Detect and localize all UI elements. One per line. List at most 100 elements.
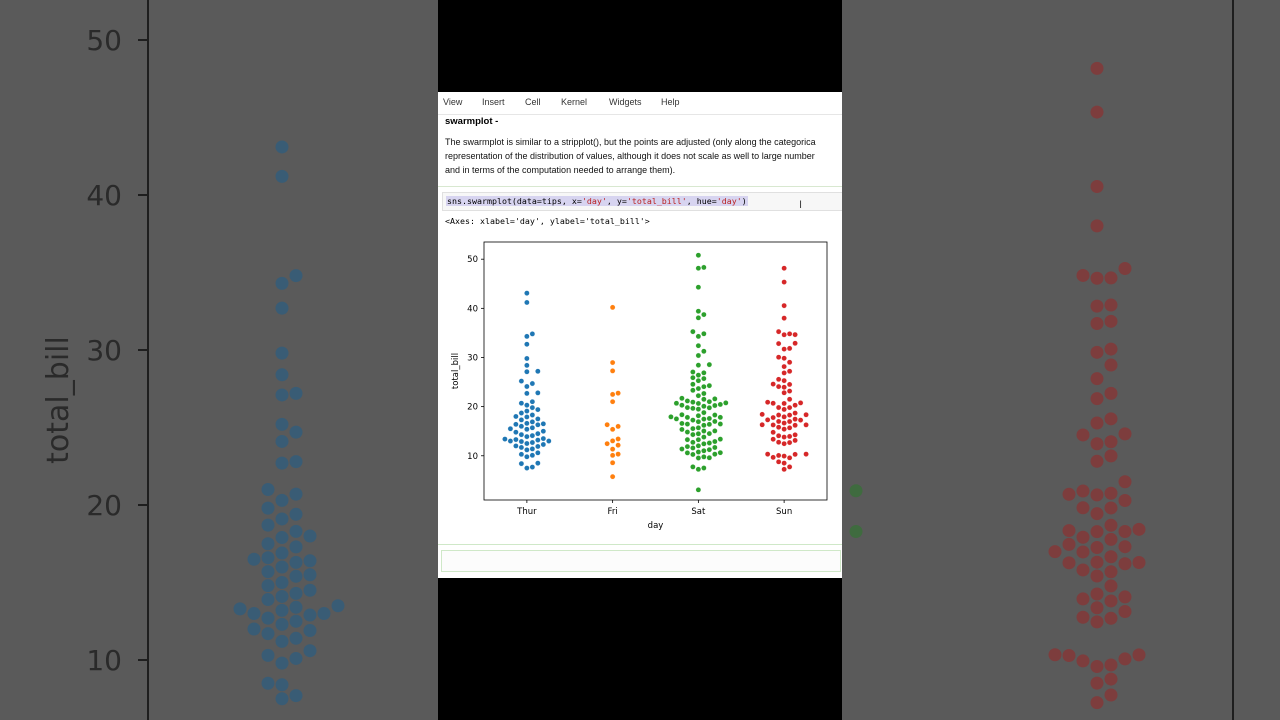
data-point-thur xyxy=(524,453,530,460)
cell-divider xyxy=(438,544,842,545)
background-point xyxy=(275,531,289,545)
data-point-sun xyxy=(792,437,798,444)
menu-kernel[interactable]: Kernel xyxy=(561,97,588,107)
data-point-sun xyxy=(775,354,782,360)
data-point-thur xyxy=(529,419,536,425)
data-point-sat xyxy=(712,428,718,434)
text-cursor-icon: I xyxy=(799,199,803,211)
data-point-sun xyxy=(781,355,787,362)
data-point-thur xyxy=(502,436,508,442)
data-point-sat xyxy=(684,429,691,435)
background-point xyxy=(1104,314,1118,328)
data-point-sun xyxy=(781,400,787,407)
data-point-thur xyxy=(535,430,541,437)
video-frame: View Insert Cell Kernel Widgets Help swa… xyxy=(438,0,842,720)
data-point-sat xyxy=(701,370,707,376)
data-point-sat xyxy=(701,441,707,447)
x-tick-label: Thur xyxy=(516,507,537,517)
background-point xyxy=(1090,299,1104,313)
data-point-sun xyxy=(770,436,776,443)
data-point-thur xyxy=(535,422,541,428)
data-point-thur xyxy=(524,420,530,427)
background-point xyxy=(1104,271,1118,285)
data-point-thur xyxy=(535,406,541,413)
menu-insert[interactable]: Insert xyxy=(482,97,505,107)
y-tick-label: 50 xyxy=(467,255,478,265)
menu-view[interactable]: View xyxy=(443,97,463,107)
background-point xyxy=(289,507,303,521)
background-point xyxy=(261,593,275,607)
empty-code-cell[interactable] xyxy=(441,550,841,572)
background-point xyxy=(1090,555,1104,569)
data-point-sat xyxy=(701,403,707,410)
code-cell[interactable]: sns.swarmplot(data=tips, x='day', y='tot… xyxy=(442,192,842,211)
data-point-sat xyxy=(673,416,680,422)
background-point xyxy=(261,627,275,641)
background-point xyxy=(1104,358,1118,372)
data-point-fri xyxy=(615,390,621,396)
data-point-sun xyxy=(775,439,782,446)
data-point-sat xyxy=(695,400,702,407)
data-point-thur xyxy=(535,416,541,422)
menu-widgets[interactable]: Widgets xyxy=(609,97,642,107)
background-point xyxy=(1104,449,1118,463)
background-point xyxy=(303,568,317,582)
x-tick-label: Sun xyxy=(776,507,792,517)
data-point-sun xyxy=(775,376,782,383)
data-point-sat xyxy=(701,465,707,471)
data-point-thur xyxy=(524,426,530,433)
background-point xyxy=(275,493,289,507)
data-point-sat xyxy=(701,348,707,355)
background-point xyxy=(1076,428,1090,442)
data-point-sun xyxy=(781,346,787,352)
data-point-sat xyxy=(706,382,713,389)
background-point xyxy=(247,552,261,566)
data-point-thur xyxy=(513,421,519,428)
data-point-sun xyxy=(786,412,793,418)
background-point xyxy=(1076,530,1090,544)
data-point-thur xyxy=(529,331,536,337)
background-point xyxy=(1118,427,1132,441)
background-point xyxy=(1076,545,1090,559)
background-point xyxy=(1104,565,1118,579)
data-point-sat xyxy=(701,390,707,397)
background-point xyxy=(1076,592,1090,606)
background-point xyxy=(1104,435,1118,449)
data-point-sun xyxy=(792,416,798,422)
background-point xyxy=(275,456,289,470)
data-point-sat xyxy=(695,342,702,349)
background-point xyxy=(261,676,275,690)
data-point-sun xyxy=(781,384,787,391)
data-point-sun xyxy=(775,424,782,431)
data-point-thur xyxy=(513,443,519,449)
background-point xyxy=(1118,557,1132,571)
background-point xyxy=(1062,537,1076,551)
menu-cell[interactable]: Cell xyxy=(525,97,541,107)
menu-bar: View Insert Cell Kernel Widgets Help xyxy=(438,92,842,115)
background-point xyxy=(1048,648,1062,662)
data-point-sat xyxy=(701,383,707,390)
data-point-sun xyxy=(786,418,793,425)
data-point-sat xyxy=(695,352,702,359)
background-point xyxy=(275,417,289,431)
background-point xyxy=(1104,672,1118,686)
background-point xyxy=(1104,386,1118,400)
background-point xyxy=(1062,649,1076,663)
markdown-cell: swarmplot - The swarmplot is similar to … xyxy=(445,116,842,175)
x-axis-label: day xyxy=(648,521,664,531)
y-axis-label: total_bill xyxy=(451,353,461,389)
data-point-thur xyxy=(524,390,530,397)
data-point-sun xyxy=(786,433,793,440)
menu-help[interactable]: Help xyxy=(661,97,680,107)
data-point-sun xyxy=(770,381,776,387)
data-point-sun xyxy=(781,453,787,459)
background-point xyxy=(1118,590,1132,604)
code-input[interactable]: sns.swarmplot(data=tips, x='day', y='tot… xyxy=(446,196,748,206)
background-point xyxy=(1090,540,1104,554)
data-point-thur xyxy=(524,433,530,440)
data-point-thur xyxy=(518,444,525,451)
data-point-fri xyxy=(609,398,616,405)
data-point-sat xyxy=(701,447,707,454)
background-point xyxy=(1104,594,1118,608)
data-point-sat xyxy=(712,444,718,451)
